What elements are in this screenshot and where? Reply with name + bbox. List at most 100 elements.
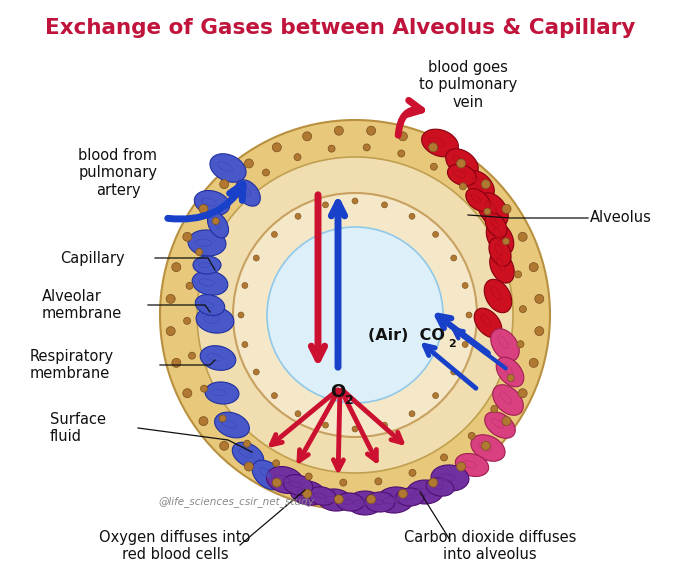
Circle shape (244, 159, 254, 168)
Ellipse shape (241, 185, 251, 196)
Circle shape (233, 193, 477, 437)
Circle shape (166, 294, 175, 303)
Circle shape (186, 282, 193, 289)
Circle shape (398, 489, 407, 498)
Ellipse shape (194, 191, 230, 215)
Ellipse shape (490, 218, 498, 228)
Ellipse shape (485, 411, 515, 438)
Circle shape (381, 202, 388, 208)
Ellipse shape (471, 194, 481, 203)
Ellipse shape (347, 491, 383, 515)
Circle shape (235, 191, 242, 198)
Ellipse shape (486, 221, 514, 255)
Ellipse shape (313, 493, 326, 498)
Text: (Air)  CO: (Air) CO (368, 329, 445, 343)
Text: 2: 2 (345, 393, 354, 407)
Ellipse shape (284, 475, 313, 495)
Circle shape (503, 238, 509, 245)
Circle shape (183, 389, 192, 397)
Circle shape (220, 441, 228, 450)
Circle shape (529, 262, 538, 272)
Text: blood goes
to pulmonary
vein: blood goes to pulmonary vein (419, 60, 517, 110)
Ellipse shape (500, 392, 511, 404)
Ellipse shape (432, 484, 443, 489)
Circle shape (172, 359, 181, 367)
Ellipse shape (211, 390, 226, 396)
Circle shape (243, 440, 250, 447)
Circle shape (352, 198, 358, 204)
Ellipse shape (267, 467, 304, 494)
Ellipse shape (447, 164, 477, 185)
Circle shape (212, 218, 219, 225)
Circle shape (253, 369, 259, 375)
Circle shape (242, 282, 248, 288)
Ellipse shape (354, 500, 369, 507)
Ellipse shape (414, 489, 429, 495)
Text: Surface
fluid: Surface fluid (50, 412, 106, 444)
Circle shape (272, 478, 282, 487)
Circle shape (428, 143, 438, 152)
Circle shape (502, 204, 511, 214)
Circle shape (469, 433, 475, 439)
Ellipse shape (486, 200, 496, 214)
Ellipse shape (493, 384, 524, 415)
Circle shape (518, 232, 527, 241)
Circle shape (363, 144, 370, 151)
Circle shape (244, 462, 254, 471)
Ellipse shape (215, 412, 250, 438)
Circle shape (430, 163, 437, 170)
Circle shape (184, 318, 190, 325)
Circle shape (183, 232, 192, 241)
Ellipse shape (274, 475, 290, 483)
Circle shape (367, 126, 375, 135)
Circle shape (456, 159, 466, 168)
Ellipse shape (205, 382, 239, 404)
Circle shape (303, 132, 311, 141)
Circle shape (428, 478, 438, 487)
Ellipse shape (201, 301, 214, 308)
Circle shape (197, 157, 513, 473)
Circle shape (238, 312, 244, 318)
Circle shape (409, 470, 416, 477)
Circle shape (267, 227, 443, 403)
Ellipse shape (341, 500, 354, 504)
Circle shape (294, 154, 301, 161)
Ellipse shape (196, 307, 234, 333)
Circle shape (534, 326, 544, 336)
Circle shape (188, 352, 195, 359)
Ellipse shape (222, 420, 236, 428)
Circle shape (398, 132, 407, 141)
Circle shape (462, 282, 468, 288)
Circle shape (322, 202, 328, 208)
Ellipse shape (478, 442, 492, 451)
Circle shape (520, 306, 526, 313)
Ellipse shape (203, 316, 220, 323)
Ellipse shape (431, 465, 469, 491)
Text: blood from
pulmonary
artery: blood from pulmonary artery (78, 148, 158, 198)
Circle shape (273, 460, 279, 467)
Circle shape (462, 342, 468, 348)
Text: Carbon dioxide diffuses
into alveolus: Carbon dioxide diffuses into alveolus (404, 530, 576, 562)
Ellipse shape (239, 449, 252, 458)
Text: Capillary: Capillary (60, 251, 124, 265)
Circle shape (295, 213, 301, 220)
Ellipse shape (193, 256, 221, 274)
Ellipse shape (466, 171, 494, 200)
Ellipse shape (384, 497, 400, 504)
Circle shape (451, 369, 457, 375)
Circle shape (534, 294, 544, 303)
Ellipse shape (453, 156, 466, 166)
Circle shape (491, 406, 498, 413)
Ellipse shape (252, 460, 284, 490)
Text: Respiratory
membrane: Respiratory membrane (30, 349, 114, 381)
Text: Exchange of Gases between Alveolus & Capillary: Exchange of Gases between Alveolus & Cap… (45, 18, 635, 38)
Text: Alveolar
membrane: Alveolar membrane (42, 289, 122, 321)
Ellipse shape (474, 308, 502, 338)
Circle shape (515, 271, 522, 278)
Ellipse shape (396, 488, 424, 506)
Ellipse shape (336, 493, 364, 511)
Ellipse shape (199, 262, 210, 268)
Ellipse shape (236, 180, 260, 206)
Ellipse shape (496, 258, 505, 271)
Circle shape (242, 342, 248, 348)
